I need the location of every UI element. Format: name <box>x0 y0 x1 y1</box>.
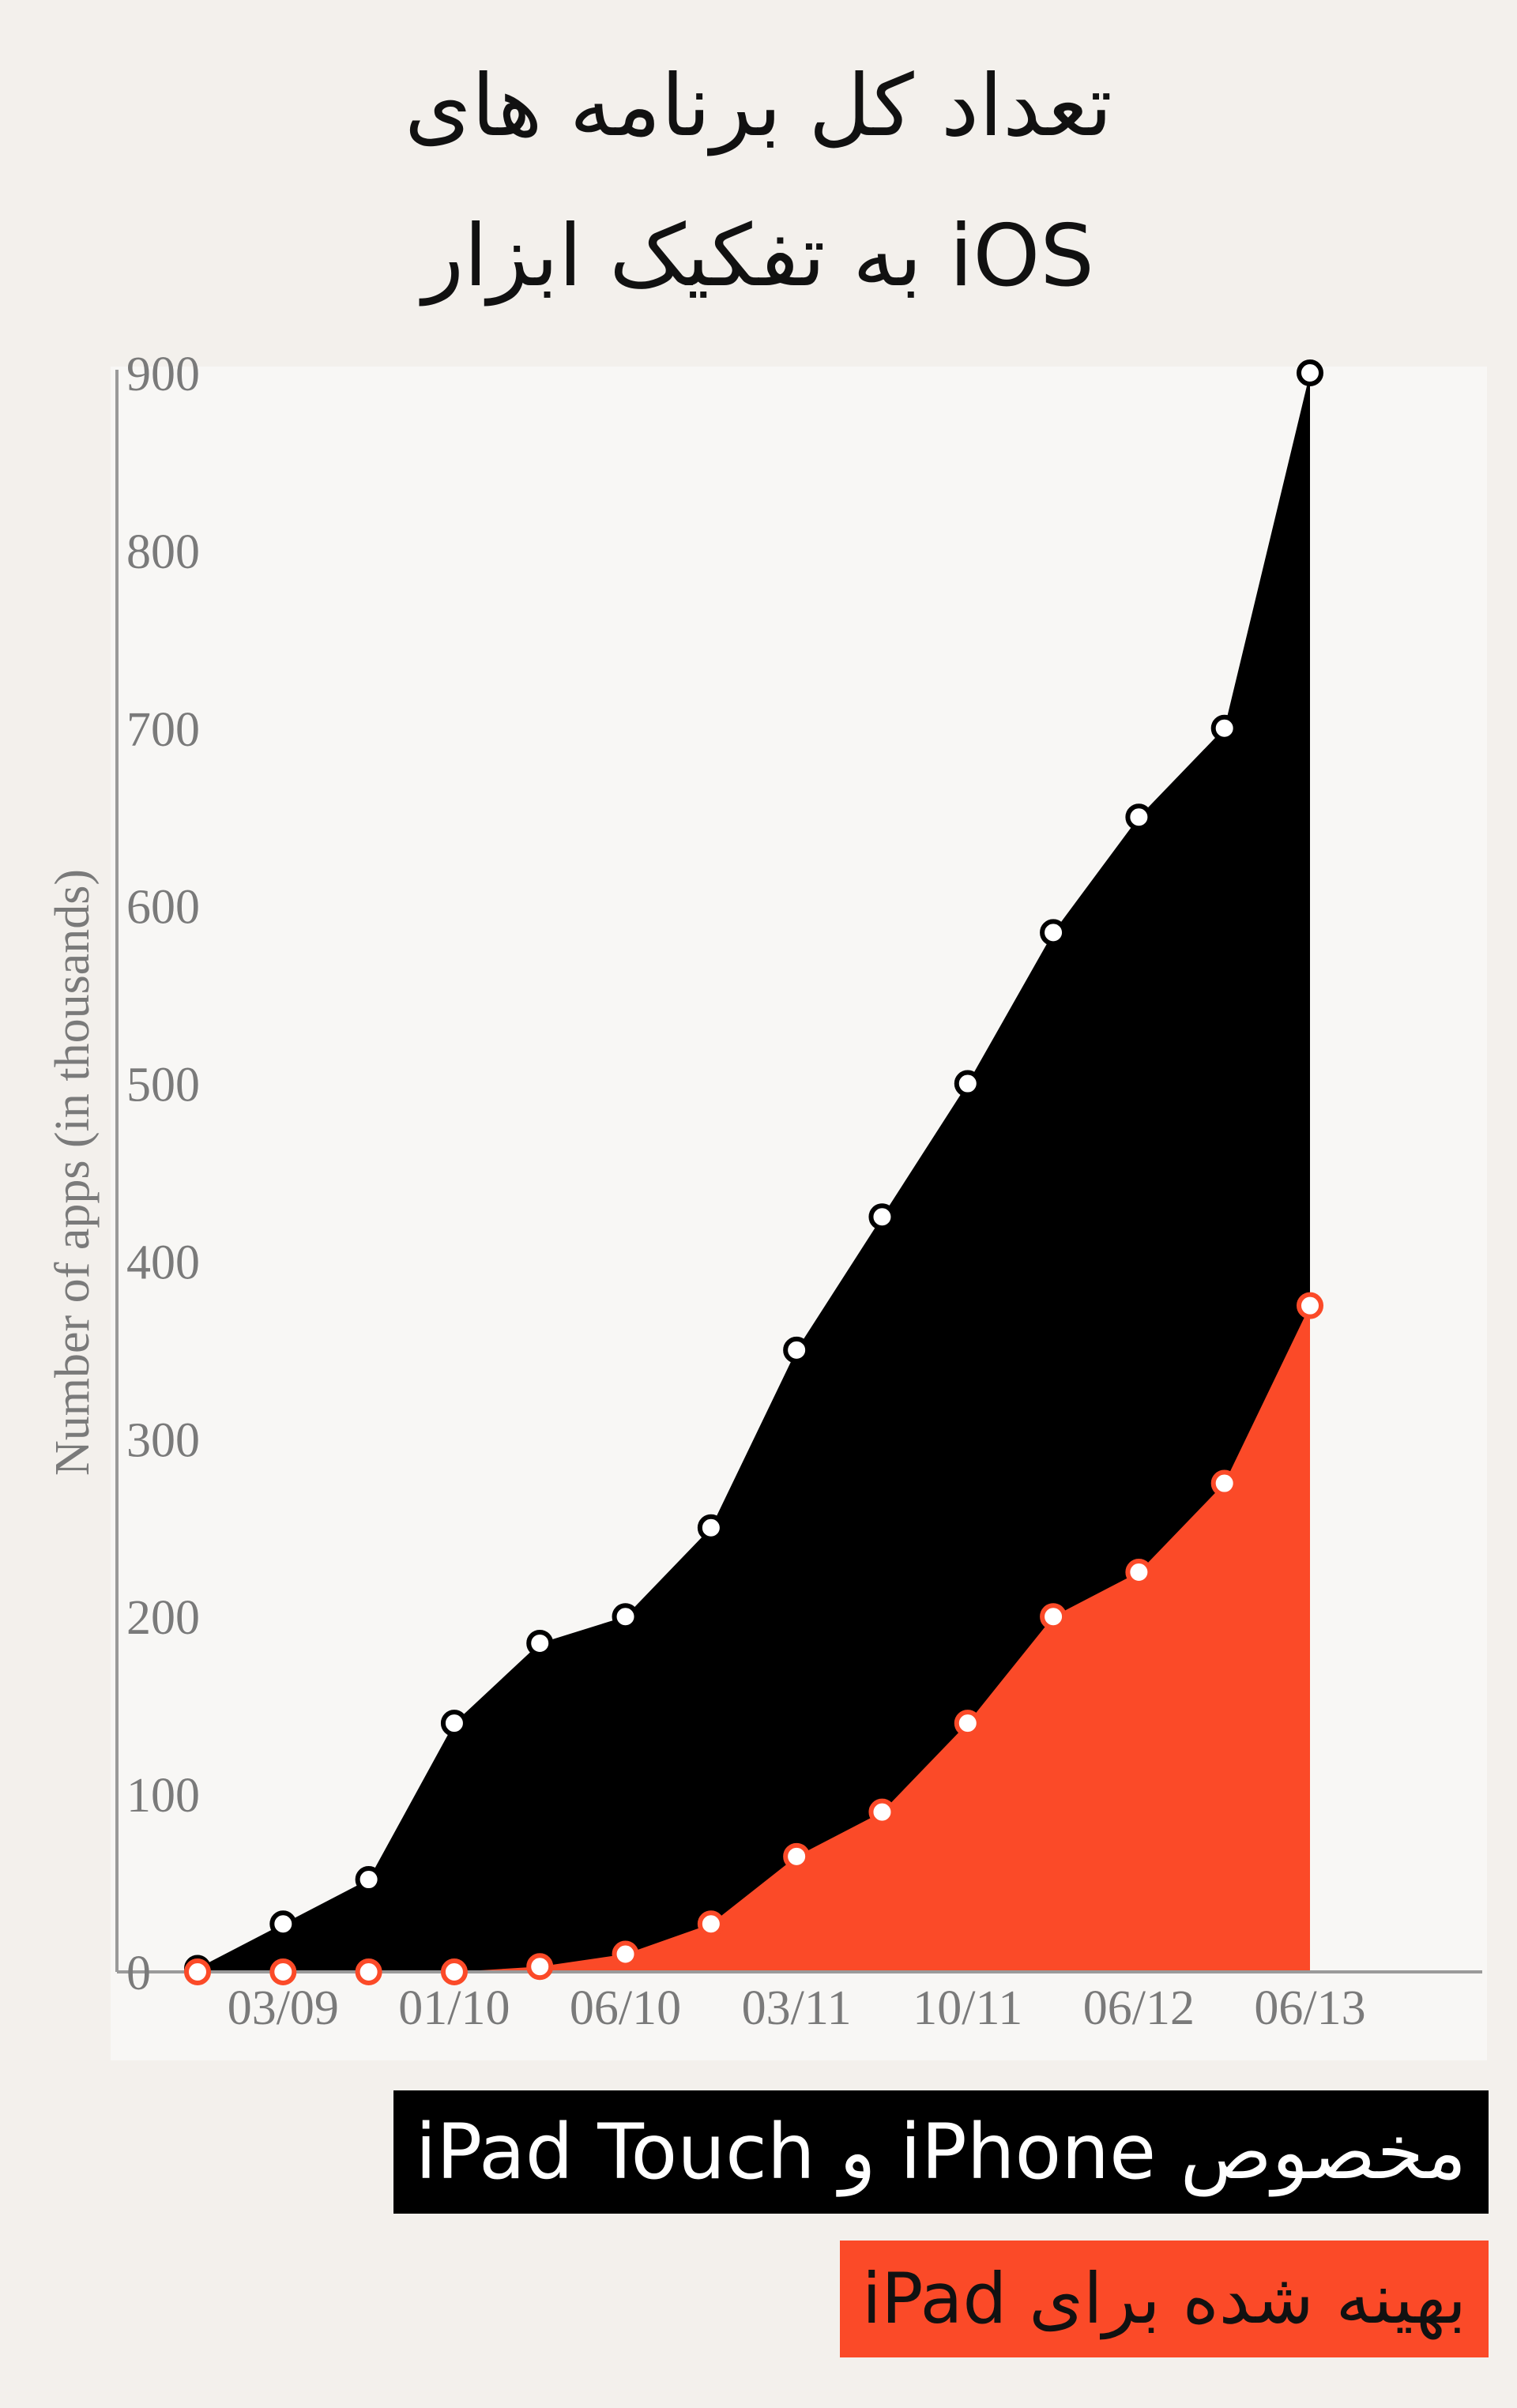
data-point-s1 <box>1125 1559 1153 1586</box>
y-tick-label: 100 <box>126 1769 200 1823</box>
data-point-s1 <box>783 1842 811 1870</box>
data-point-s1 <box>612 1940 639 1968</box>
y-tick-label: 500 <box>126 1059 200 1112</box>
data-point-s0 <box>440 1710 468 1737</box>
data-point-s0 <box>868 1203 896 1231</box>
y-tick-label: 400 <box>126 1236 200 1289</box>
data-point-s0 <box>1040 919 1067 946</box>
data-point-s1 <box>868 1798 896 1826</box>
x-tick-label: 03/11 <box>742 1981 852 2035</box>
data-point-s0 <box>697 1514 725 1541</box>
x-tick-label: 01/10 <box>398 1981 510 2035</box>
data-point-s0 <box>1297 359 1323 386</box>
data-point-s1 <box>184 1958 211 1985</box>
data-point-s1 <box>954 1710 981 1737</box>
x-tick-label: 06/13 <box>1254 1981 1365 2035</box>
y-tick-label: 700 <box>126 703 200 757</box>
data-point-s0 <box>612 1603 639 1631</box>
x-tick-label: 06/12 <box>1083 1981 1195 2035</box>
chart-title-line-2: iOS به تفکیک ابزار <box>423 207 1094 306</box>
x-tick-label: 03/09 <box>228 1981 339 2035</box>
series-area-0 <box>198 373 1310 1972</box>
data-point-s0 <box>783 1336 811 1364</box>
data-point-s0 <box>1210 714 1238 742</box>
data-point-s1 <box>526 1953 554 1981</box>
data-point-s1 <box>697 1910 725 1938</box>
data-point-s0 <box>1125 803 1153 831</box>
data-point-s0 <box>355 1866 382 1894</box>
data-point-s0 <box>954 1070 981 1097</box>
series-area-1 <box>198 1305 1310 1972</box>
data-point-s1 <box>1040 1603 1067 1631</box>
y-tick-label: 800 <box>126 525 200 579</box>
y-tick-label: 900 <box>126 348 200 401</box>
legend-label-ipad: بهینه شده برای iPad <box>861 2258 1466 2339</box>
y-tick-label: 0 <box>126 1947 151 2000</box>
data-point-s1 <box>440 1958 468 1985</box>
legend-item-iphone-ipod: مخصوص iPhone و iPad Touch <box>393 2090 1489 2214</box>
chart-title-line-1: تعداد کل برنامه های <box>405 57 1112 156</box>
y-tick-label: 300 <box>126 1413 200 1467</box>
chart-title: تعداد کل برنامه های iOS به تفکیک ابزار <box>0 32 1517 332</box>
data-point-s1 <box>1210 1469 1238 1497</box>
legend-label-iphone-ipod: مخصوص iPhone و iPad Touch <box>415 2108 1466 2196</box>
data-point-s1 <box>355 1958 382 1985</box>
data-point-s1 <box>1297 1292 1323 1319</box>
y-axis-label: Number of apps (in thousands) <box>46 869 100 1476</box>
y-tick-label: 200 <box>126 1591 200 1645</box>
legend-item-ipad: بهینه شده برای iPad <box>839 2241 1489 2357</box>
data-point-s1 <box>269 1958 297 1985</box>
data-point-s0 <box>526 1629 554 1657</box>
x-tick-label: 06/10 <box>570 1981 681 2035</box>
data-point-s0 <box>269 1910 297 1938</box>
y-tick-label: 600 <box>126 881 200 935</box>
x-tick-label: 10/11 <box>913 1981 1022 2035</box>
